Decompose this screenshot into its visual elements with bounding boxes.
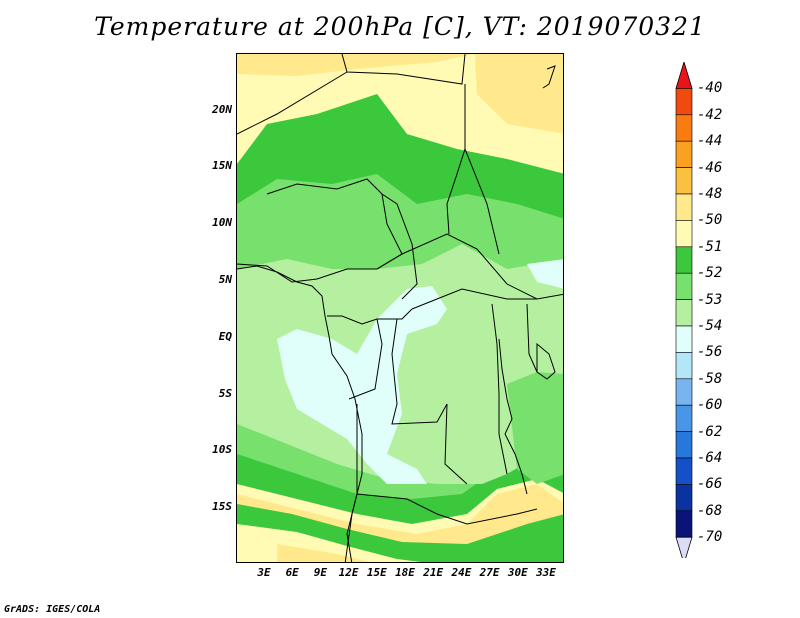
colorbar-swatch-17 (675, 510, 693, 538)
lat-label-10n: 10N (212, 216, 232, 229)
colorbar-swatch-7 (675, 246, 693, 274)
lat-label-20n: 20N (212, 103, 232, 116)
colorbar-swatch-5 (675, 193, 693, 221)
colorbar-label-4: -48 (697, 186, 723, 202)
colorbar-label-15: -66 (697, 476, 723, 493)
lat-label-15s: 15S (212, 500, 232, 513)
colorbar-swatch-1 (675, 88, 693, 116)
lon-label-18e: 18E (395, 566, 415, 579)
lat-label-15n: 15N (212, 159, 232, 172)
lon-label-24e: 24E (451, 566, 472, 579)
lon-label-30e: 30E (507, 566, 528, 579)
map-title: Temperature at 200hPa [C], VT: 201907032… (94, 12, 706, 41)
colorbar-swatch-14 (675, 431, 693, 459)
band-minus-50-ne (475, 54, 563, 134)
colorbar-label-6: -51 (697, 238, 723, 255)
colorbar-swatch-6 (675, 220, 693, 248)
colorbar-swatch-2 (675, 114, 693, 142)
band-minus-53-se (507, 372, 563, 484)
colorbar-swatch-11 (675, 352, 693, 380)
lat-label-5s: 5S (218, 387, 232, 400)
temperature-field-map (237, 54, 563, 562)
colorbar-label-12: -60 (697, 397, 723, 414)
colorbar-label-3: -46 (697, 159, 723, 176)
colorbar-swatch-15 (675, 457, 693, 485)
colorbar-swatch-12 (675, 378, 693, 406)
lon-label-6e: 6E (285, 566, 299, 579)
lon-label-33e: 33E (536, 566, 556, 579)
lat-label-5n: 5N (218, 273, 232, 286)
lon-label-12e: 12E (338, 566, 359, 579)
grads-credit: GrADS: IGES/COLA (4, 604, 101, 615)
colorbar-label-14: -64 (697, 450, 723, 466)
colorbar-swatch-10 (675, 325, 693, 353)
colorbar-label-1: -42 (697, 106, 723, 123)
colorbar-label-13: -62 (697, 423, 723, 440)
colorbar-swatch-8 (675, 272, 693, 300)
coastlines-and-lakes (237, 65, 556, 562)
lat-label-10s: 10S (212, 443, 232, 456)
lon-label-15e: 15E (366, 566, 387, 579)
colorbar-swatch-0 (675, 62, 693, 89)
map-plot-area (236, 53, 564, 563)
lat-label-eq: EQ (218, 330, 232, 343)
lon-label-27e: 27E (479, 566, 500, 579)
colorbar-label-5: -50 (697, 212, 723, 229)
colorbar-label-0: -40 (697, 80, 723, 97)
band-minus-56 (277, 286, 447, 484)
colorbar-label-11: -58 (697, 370, 723, 387)
colorbar-label-2: -44 (697, 133, 723, 150)
band-minus-56-e (527, 259, 563, 289)
colorbar (675, 62, 693, 558)
colorbar-label-8: -53 (697, 291, 723, 308)
band-minus-54 (237, 244, 563, 484)
lon-label-21e: 21E (423, 566, 444, 579)
colorbar-label-10: -56 (697, 344, 723, 361)
colorbar-label-7: -52 (697, 265, 723, 282)
lon-label-9e: 9E (313, 566, 328, 579)
colorbar-swatch-13 (675, 404, 693, 432)
colorbar-swatch-3 (675, 140, 693, 168)
colorbar-swatch-9 (675, 299, 693, 327)
lon-label-3e: 3E (257, 566, 271, 579)
colorbar-swatch-4 (675, 167, 693, 195)
colorbar-swatch-16 (675, 484, 693, 512)
colorbar-label-9: -54 (697, 318, 723, 334)
colorbar-swatch-18 (675, 536, 693, 558)
colorbar-label-17: -70 (697, 529, 723, 546)
colorbar-label-16: -68 (697, 502, 723, 519)
